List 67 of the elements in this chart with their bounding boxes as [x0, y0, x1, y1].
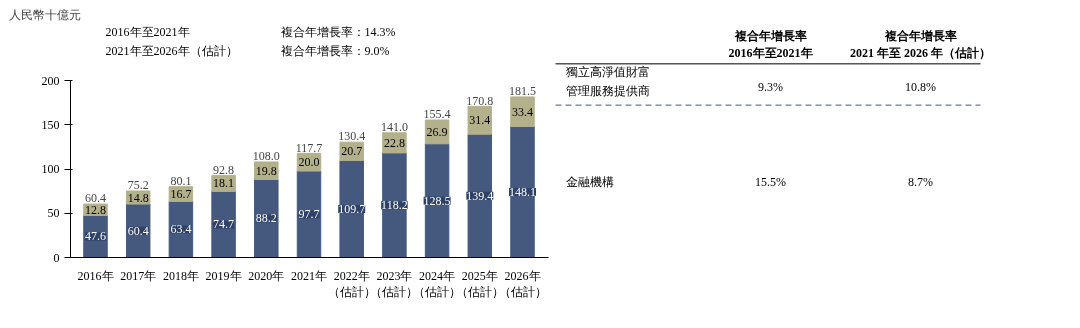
bar: [467, 133, 493, 258]
data-label: 16.7: [170, 187, 192, 202]
bar: [125, 203, 151, 258]
y-tick-label: 100: [41, 162, 60, 177]
data-label: 33.4: [512, 104, 533, 119]
text: 2016年至2021年: [105, 25, 190, 40]
y-tick-label: 150: [41, 117, 60, 132]
bar: [510, 96, 535, 127]
text: 15.5%: [755, 174, 786, 189]
data-label: 31.4: [469, 113, 491, 128]
data-label: 148.1: [509, 184, 536, 199]
data-label: 128.5: [423, 193, 451, 208]
x-tick-label: 2020年: [248, 268, 285, 283]
data-label: 47.6: [85, 229, 106, 244]
data-label: 118.2: [381, 198, 408, 213]
x-tick-label: 2021年: [291, 268, 327, 283]
total-label: 75.2: [127, 178, 149, 193]
y-tick-label: 0: [53, 250, 60, 265]
bar: [382, 152, 407, 258]
data-label: 88.2: [255, 211, 277, 226]
text: 9.3%: [758, 80, 783, 95]
data-label: 97.7: [298, 207, 320, 222]
data-label: 26.9: [426, 124, 448, 139]
bar: [254, 178, 279, 258]
text: 複合年增長率2021 年至 2026 年（估計）: [850, 28, 991, 60]
data-label: 20.7: [341, 144, 363, 159]
x-tick-label: 2018年: [162, 268, 199, 283]
total-label: 170.8: [466, 93, 494, 108]
bar: [510, 125, 535, 258]
data-label: 74.7: [213, 217, 235, 232]
total-label: 181.5: [509, 84, 536, 99]
bar: [296, 170, 322, 258]
text: 10.8%: [905, 80, 936, 95]
data-label: 109.7: [338, 201, 366, 216]
y-tick-label: 50: [47, 206, 60, 221]
x-tick-label: 2019年: [205, 268, 242, 283]
total-label: 108.0: [252, 149, 280, 164]
bar: [211, 190, 236, 258]
data-label: 14.8: [127, 190, 149, 205]
data-label: 19.8: [255, 163, 277, 178]
text: 金融機構: [565, 174, 614, 189]
x-tick-label: 2017年: [120, 268, 157, 283]
data-label: 22.8: [383, 135, 405, 150]
data-label: 18.1: [213, 176, 235, 191]
total-label: 117.7: [295, 140, 323, 155]
total-label: 130.4: [338, 129, 366, 144]
data-label: 139.4: [466, 188, 494, 203]
data-label: 60.4: [127, 223, 149, 238]
text: 複合年增長率：9.0%: [280, 44, 390, 59]
total-label: 141.0: [380, 119, 408, 134]
total-label: 92.8: [213, 162, 235, 177]
text: 複合年增長率2016年至2021年: [728, 28, 813, 60]
text: 獨立高淨值財富管理服務提供商: [565, 65, 650, 98]
x-tick-label: 2016年: [77, 268, 114, 283]
text: 8.7%: [908, 174, 933, 189]
total-label: 155.4: [423, 107, 451, 122]
data-label: 63.4: [170, 222, 192, 237]
text: 2021年至2026年（估計）: [105, 44, 238, 59]
bar: [339, 159, 364, 258]
y-tick-label: 200: [41, 73, 60, 88]
data-label: 20.0: [298, 155, 320, 170]
text: 複合年增長率：14.3%: [280, 25, 396, 40]
bar: [424, 143, 450, 258]
data-label: 12.8: [85, 202, 106, 217]
bar: [467, 105, 493, 135]
total-label: 80.1: [170, 173, 192, 188]
y-axis-title: 人民幣十億元: [8, 7, 81, 22]
